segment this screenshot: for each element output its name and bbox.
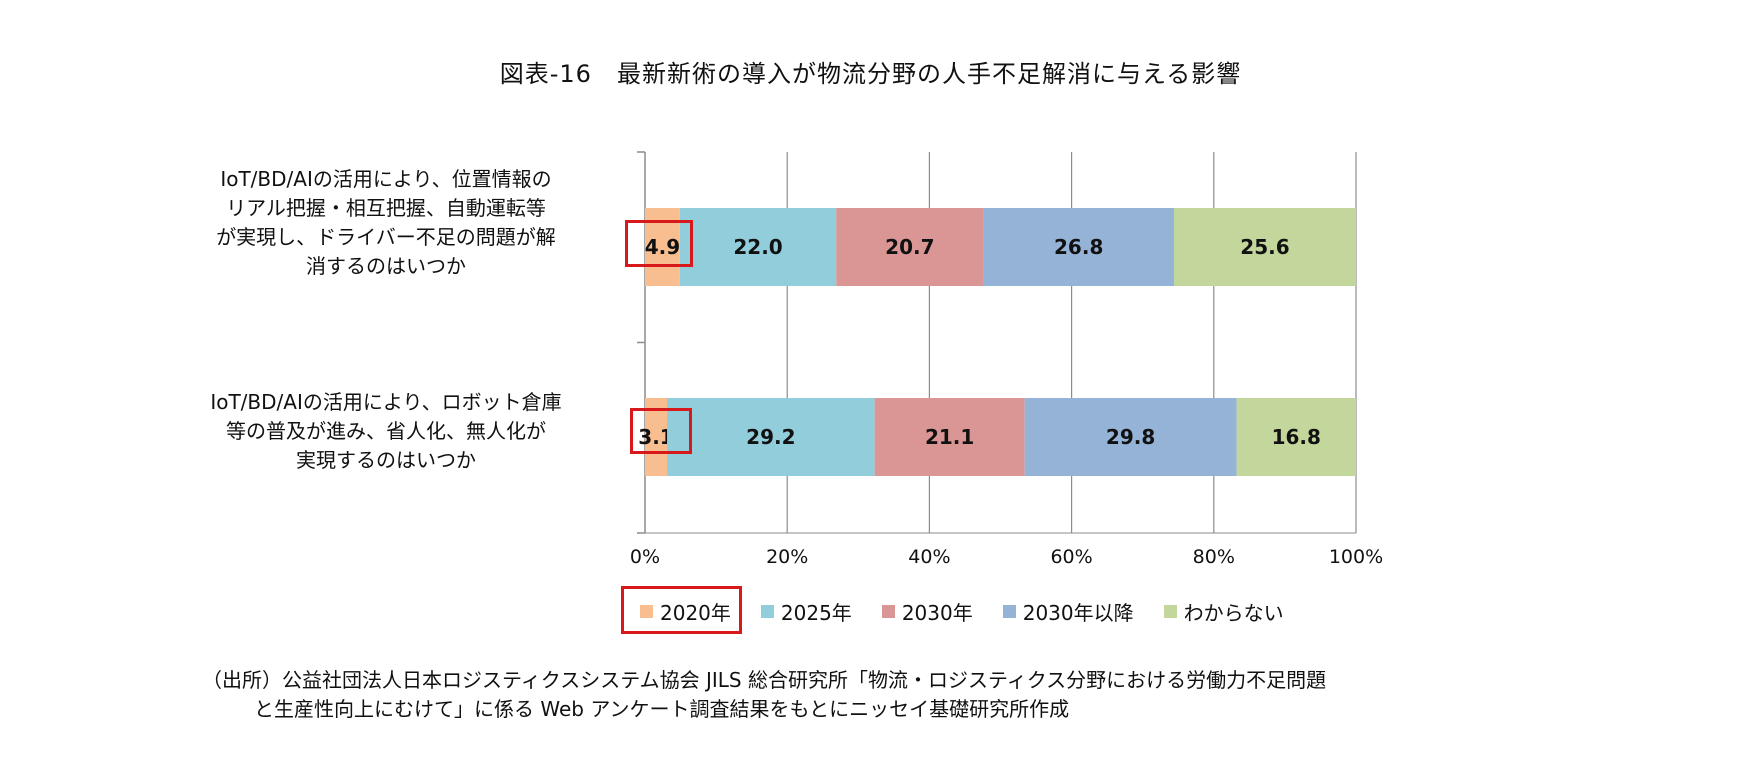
data-label: 26.8 — [1054, 235, 1103, 259]
data-label: 21.1 — [925, 425, 974, 449]
data-label: 25.6 — [1240, 235, 1289, 259]
category-label-line: 等の普及が進み、省人化、無人化が — [226, 419, 546, 443]
data-label: 4.9 — [645, 235, 680, 259]
bar-segment — [874, 398, 1025, 476]
data-label: 16.8 — [1272, 425, 1321, 449]
data-label: 20.7 — [885, 235, 934, 259]
data-label: 29.8 — [1106, 425, 1155, 449]
legend-label: 2030年 — [901, 600, 973, 625]
legend-item: わからない — [1163, 597, 1284, 626]
highlight-box-2020-bottom — [630, 408, 692, 454]
bar-segment — [1024, 398, 1237, 476]
bar-segment — [645, 398, 668, 476]
category-label-line: IoT/BD/AIの活用により、位置情報の — [220, 167, 552, 191]
x-tick-label: 0% — [630, 546, 660, 568]
legend-item: 2020年 — [640, 597, 731, 626]
category-label-line: リアル把握・相互把握、自動運転等 — [226, 196, 546, 220]
data-label: 22.0 — [733, 235, 782, 259]
bar-segment — [679, 208, 837, 286]
legend-label: 2020年 — [660, 600, 731, 625]
source-note: （出所）公益社団法人日本ロジスティクスシステム協会 JILS 総合研究所「物流・… — [202, 666, 1326, 724]
source-note-line1: （出所）公益社団法人日本ロジスティクスシステム協会 JILS 総合研究所「物流・… — [202, 668, 1327, 692]
category-label-line: 消するのはいつか — [306, 254, 466, 278]
legend-label: 2025年 — [780, 600, 852, 625]
data-label: 29.2 — [746, 425, 795, 449]
legend-label: わからない — [1183, 600, 1284, 625]
category-label-robot-warehouse: IoT/BD/AIの活用により、ロボット倉庫 等の普及が進み、省人化、無人化が 実現… — [186, 388, 586, 475]
highlight-box-2020-top — [625, 220, 693, 267]
legend-item: 2030年 — [881, 597, 973, 626]
legend-swatch — [640, 604, 653, 618]
x-tick-label: 60% — [1050, 546, 1092, 568]
bar-segment — [1236, 398, 1356, 476]
bar-segment — [983, 208, 1174, 286]
x-tick-label: 20% — [766, 546, 808, 568]
category-label-line: 実現するのはいつか — [296, 448, 476, 472]
source-note-line2: と生産性向上にむけて」に係る Web アンケート調査結果をもとにニッセイ基礎研究… — [254, 697, 1070, 721]
legend-item: 2030年以降 — [1002, 597, 1134, 626]
highlight-box-legend-2020 — [621, 586, 742, 634]
category-label-line: が実現し、ドライバー不足の問題が解 — [216, 225, 556, 249]
chart-title: 図表-16 最新新術の導入が物流分野の人手不足解消に与える影響 — [499, 60, 1242, 88]
bar-segment — [1173, 208, 1356, 286]
x-tick-label: 80% — [1193, 546, 1235, 568]
legend-item: 2025年 — [760, 597, 852, 626]
chart-legend: 2020年 2025年 2030年 2030年以降 わからない — [640, 597, 1314, 625]
category-label-driver-shortage: IoT/BD/AIの活用により、位置情報の リアル把握・相互把握、自動運転等 が実現… — [186, 165, 586, 281]
legend-swatch — [1002, 604, 1016, 618]
bar-segment — [836, 208, 984, 286]
legend-swatch — [881, 604, 895, 618]
category-label-line: IoT/BD/AIの活用により、ロボット倉庫 — [210, 390, 562, 414]
bar-segment — [667, 398, 875, 476]
legend-swatch — [1163, 604, 1177, 618]
x-tick-label: 40% — [908, 546, 950, 568]
x-tick-label: 100% — [1329, 546, 1383, 568]
legend-swatch — [760, 604, 774, 618]
legend-label: 2030年以降 — [1022, 600, 1134, 625]
